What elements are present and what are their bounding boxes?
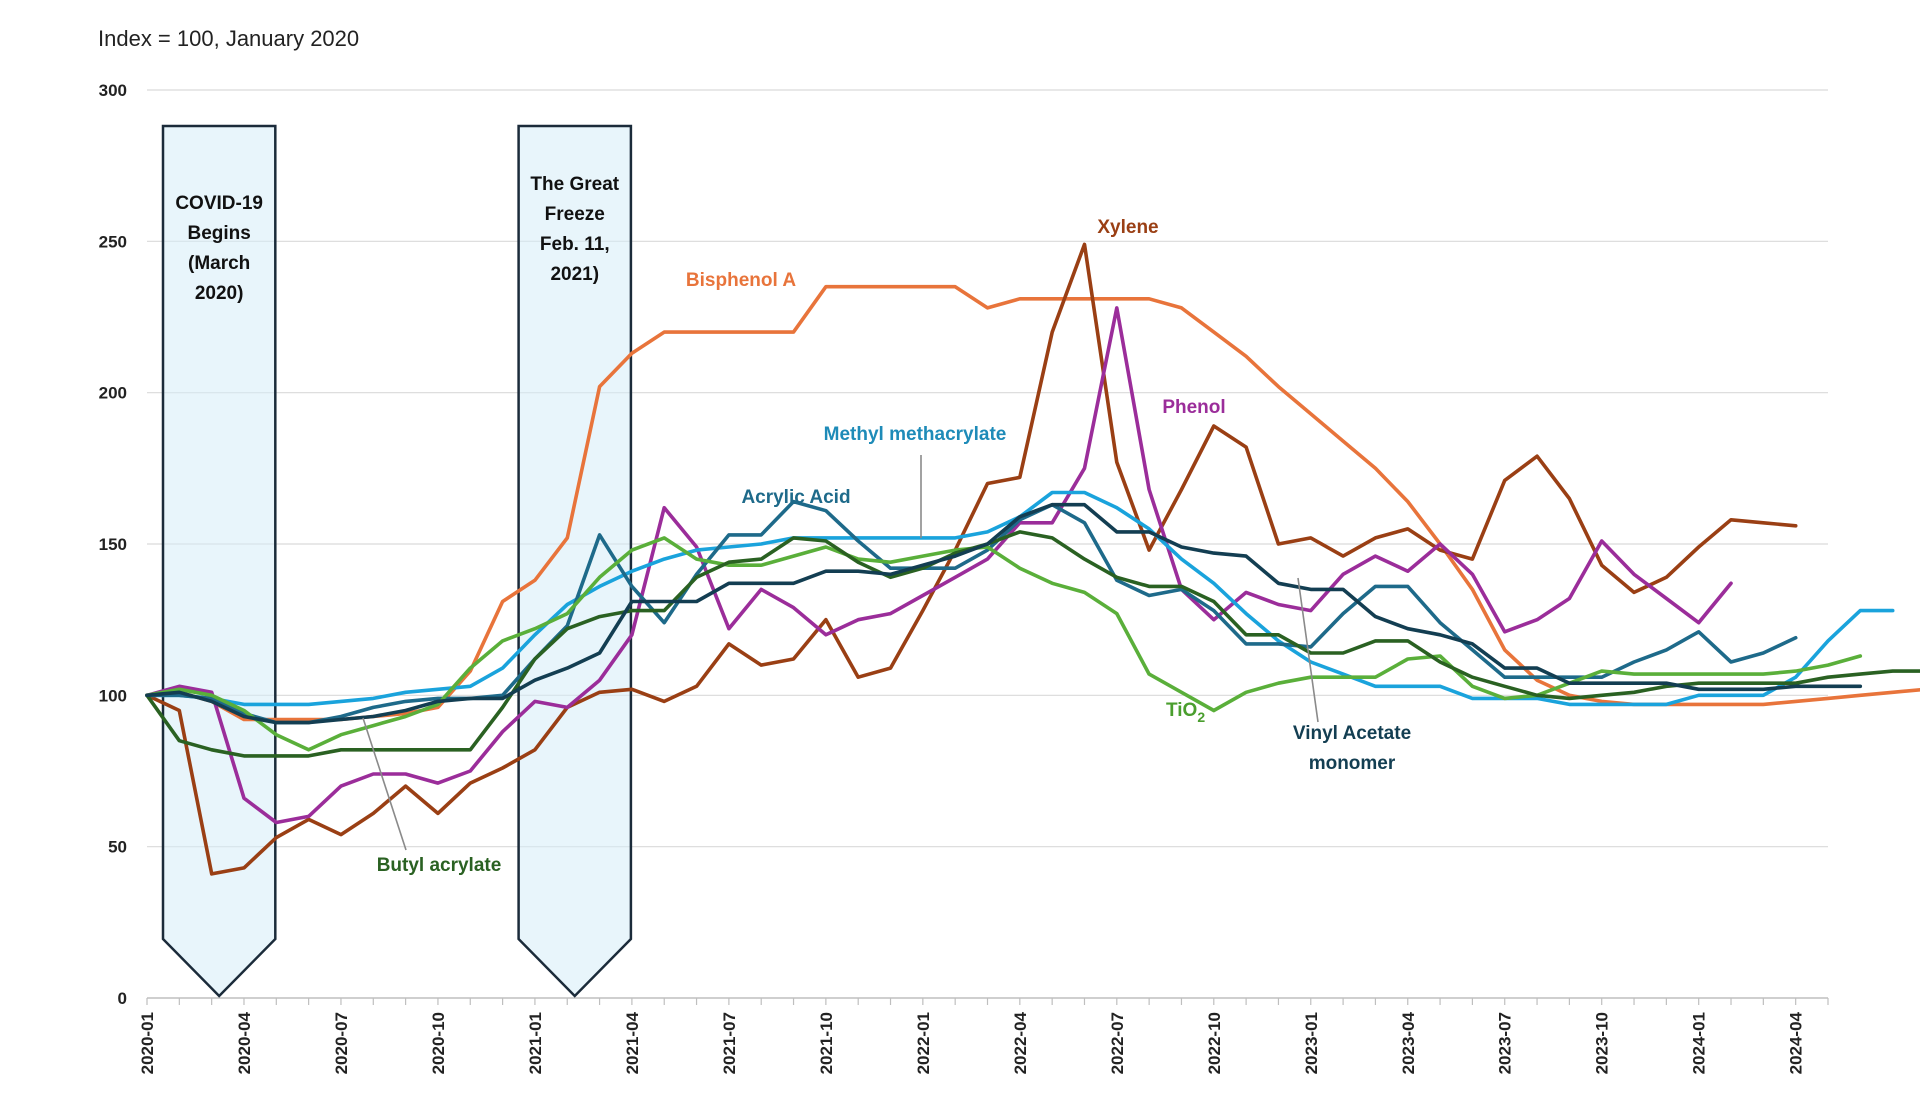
series-line-butyl-acrylate xyxy=(147,532,1920,756)
event-label-line: Feb. 11, xyxy=(540,234,610,255)
x-tick-label: 2022-04 xyxy=(1011,1011,1030,1074)
series-label-text: TiO xyxy=(1166,700,1197,721)
series-label-text: Phenol xyxy=(1162,397,1225,418)
x-tick-label: 2023-01 xyxy=(1302,1012,1321,1074)
series-label-text: Xylene xyxy=(1097,217,1158,238)
x-tick-label: 2024-01 xyxy=(1690,1012,1709,1074)
x-tick-label: 2023-10 xyxy=(1593,1012,1612,1074)
x-tick-label: 2021-01 xyxy=(526,1012,545,1074)
series-label-vinyl-acetate-line1: Vinyl Acetate xyxy=(1293,723,1411,744)
series-label-subscript: 2 xyxy=(1197,709,1205,725)
x-tick-label: 2023-04 xyxy=(1399,1011,1418,1074)
y-tick-label: 250 xyxy=(99,232,127,251)
x-tick-label: 2022-01 xyxy=(914,1012,933,1074)
event-label-line: The Great xyxy=(530,174,619,195)
x-tick-label: 2021-10 xyxy=(817,1012,836,1074)
series-label-phenol: Phenol xyxy=(1162,397,1225,418)
x-tick-label: 2020-01 xyxy=(138,1012,157,1074)
series-label-text: Acrylic Acid xyxy=(741,487,850,508)
event-label-line: (March xyxy=(188,253,250,274)
leader-line-butyl-acrylate xyxy=(363,718,406,850)
series-label-acrylic-acid: Acrylic Acid xyxy=(741,487,850,508)
event-label-line: Begins xyxy=(187,223,250,244)
y-tick-label: 200 xyxy=(99,384,127,403)
event-label-line: 2020) xyxy=(195,283,244,304)
x-tick-label: 2021-04 xyxy=(623,1011,642,1074)
y-tick-label: 0 xyxy=(118,989,127,1008)
y-tick-label: 50 xyxy=(108,838,127,857)
y-tick-label: 150 xyxy=(99,535,127,554)
event-label-line: 2021) xyxy=(550,264,599,285)
series-label-methyl-methacrylate: Methyl methacrylate xyxy=(824,424,1007,445)
series-label-text: Methyl methacrylate xyxy=(824,424,1007,445)
series-label-text: Bisphenol A xyxy=(686,270,796,291)
series-label-vinyl-acetate-line2: monomer xyxy=(1309,753,1396,774)
x-tick-label: 2020-07 xyxy=(332,1012,351,1074)
series-line-phenol xyxy=(147,308,1731,823)
series-line-tio2 xyxy=(147,538,1860,750)
x-tick-label: 2020-10 xyxy=(429,1012,448,1074)
series-label-text: Butyl acrylate xyxy=(377,855,502,876)
x-tick-label: 2022-10 xyxy=(1205,1012,1224,1074)
event-label-line: COVID-19 xyxy=(175,193,263,214)
event-label-line: Freeze xyxy=(545,204,605,225)
x-tick-label: 2024-04 xyxy=(1787,1011,1806,1074)
leader-line-vinyl-acetate xyxy=(1298,578,1318,722)
x-tick-label: 2021-07 xyxy=(720,1012,739,1074)
x-tick-label: 2022-07 xyxy=(1108,1012,1127,1074)
x-tick-label: 2020-04 xyxy=(235,1011,254,1074)
series-label-butyl-acrylate: Butyl acrylate xyxy=(377,855,502,876)
y-tick-label: 300 xyxy=(99,81,127,100)
chart-subtitle: Index = 100, January 2020 xyxy=(98,26,359,52)
x-tick-label: 2023-07 xyxy=(1496,1012,1515,1074)
y-tick-label: 100 xyxy=(99,686,127,705)
series-label-xylene: Xylene xyxy=(1097,217,1158,238)
series-label-bisphenol-a: Bisphenol A xyxy=(686,270,796,291)
